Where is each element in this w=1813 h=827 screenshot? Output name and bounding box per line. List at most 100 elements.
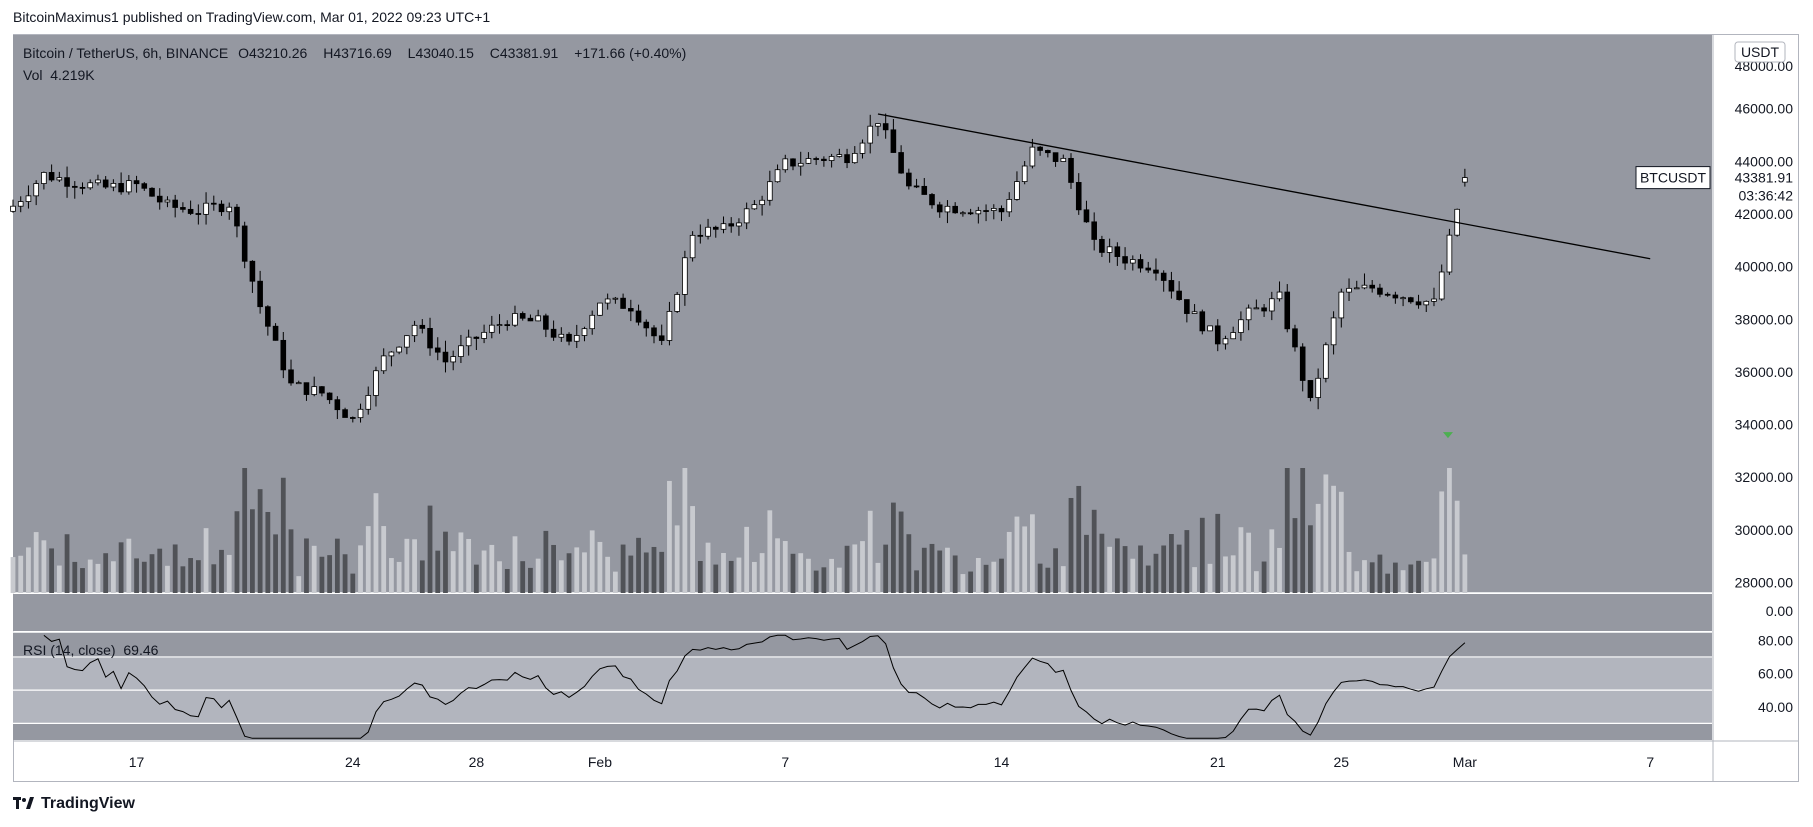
volume-bar bbox=[56, 565, 62, 593]
volume-bar bbox=[358, 545, 363, 593]
candle-body bbox=[960, 212, 966, 215]
volume-bar bbox=[721, 552, 726, 593]
volume-bar bbox=[80, 568, 85, 593]
candle-body bbox=[1299, 346, 1306, 381]
volume-bar bbox=[759, 553, 765, 593]
price-tick-label: 34000.00 bbox=[1735, 417, 1794, 433]
candle-body bbox=[17, 201, 24, 207]
volume-bar bbox=[636, 537, 641, 593]
volume-bar bbox=[1400, 570, 1406, 593]
candle-body bbox=[597, 302, 603, 316]
volume-bar bbox=[288, 529, 294, 593]
candle-body bbox=[1238, 319, 1244, 333]
candle-body bbox=[736, 222, 742, 227]
candle-body bbox=[944, 205, 951, 213]
candle-body bbox=[1153, 269, 1159, 274]
volume-bar bbox=[1447, 468, 1452, 593]
volume-bar bbox=[945, 547, 950, 593]
candle-body bbox=[782, 158, 789, 171]
candle-body bbox=[743, 208, 750, 224]
candle-body bbox=[1415, 301, 1422, 306]
candle-body bbox=[473, 336, 480, 339]
volume-bar bbox=[87, 559, 93, 593]
candle-body bbox=[998, 208, 1005, 213]
candle-body bbox=[697, 234, 704, 237]
volume-bar bbox=[1253, 571, 1259, 593]
candle-body bbox=[929, 194, 935, 206]
volume-bar bbox=[821, 567, 827, 593]
rsi-label: RSI (14, close) bbox=[23, 642, 116, 658]
candle-body bbox=[682, 257, 688, 295]
volume-bar bbox=[203, 528, 209, 593]
candle-body bbox=[898, 152, 904, 174]
price-tick-label: 32000.00 bbox=[1735, 469, 1794, 485]
candle-body bbox=[805, 158, 812, 164]
volume-bar bbox=[852, 544, 858, 593]
candle-body bbox=[666, 311, 673, 341]
candle-body bbox=[1230, 332, 1236, 340]
volume-bar bbox=[1060, 566, 1066, 593]
candle-body bbox=[1091, 221, 1097, 240]
candle-body bbox=[952, 205, 958, 214]
candle-body bbox=[1330, 317, 1337, 346]
volume-bar bbox=[473, 564, 479, 593]
volume-bar bbox=[1300, 468, 1306, 593]
ohlc-low: L43040.15 bbox=[407, 45, 474, 61]
symbol-tag-label: BTCUSDT bbox=[1640, 170, 1707, 186]
volume-bar bbox=[1369, 562, 1375, 593]
candle-body bbox=[1099, 239, 1105, 253]
candle-body bbox=[249, 260, 256, 282]
candle-body bbox=[1446, 234, 1453, 273]
volume-bar bbox=[458, 532, 464, 593]
candle-body bbox=[419, 324, 426, 329]
volume-bar bbox=[219, 549, 224, 593]
volume-value: 4.219K bbox=[50, 67, 95, 83]
rsi-legend: RSI (14, close) 69.46 bbox=[23, 642, 158, 658]
volume-bar bbox=[744, 526, 750, 593]
symbol-name[interactable]: Bitcoin / TetherUS, 6h, BINANCE bbox=[23, 45, 229, 61]
volume-bar bbox=[49, 548, 55, 593]
volume-bar bbox=[165, 565, 170, 593]
price-tick-label: 36000.00 bbox=[1735, 364, 1794, 380]
volume-bar bbox=[497, 561, 502, 593]
signal-marker-icon bbox=[1442, 432, 1453, 439]
footer-brand[interactable]: TradingView bbox=[13, 795, 135, 813]
candle-body bbox=[1021, 165, 1028, 183]
volume-bar bbox=[319, 556, 325, 593]
candle-body bbox=[1307, 380, 1314, 398]
time-tick-label: Feb bbox=[588, 754, 612, 770]
volume-bar bbox=[983, 564, 989, 593]
candle-body bbox=[936, 204, 943, 213]
candle-body bbox=[519, 313, 526, 319]
volume-bar bbox=[736, 557, 742, 593]
candle-body bbox=[1269, 298, 1275, 312]
volume-bar bbox=[906, 534, 912, 593]
trendline bbox=[877, 113, 1651, 260]
volume-bar bbox=[226, 554, 232, 593]
volume-bar bbox=[535, 558, 541, 593]
volume-bar bbox=[118, 542, 124, 593]
candle-body bbox=[859, 142, 866, 154]
candle-body bbox=[272, 325, 279, 341]
candle-body bbox=[844, 154, 850, 164]
volume-bar bbox=[1392, 562, 1398, 593]
volume-bar bbox=[937, 550, 943, 593]
candle-body bbox=[620, 297, 626, 309]
volume-bar bbox=[651, 546, 657, 593]
candle-body bbox=[25, 195, 32, 202]
candle-body bbox=[210, 202, 217, 205]
candle-body bbox=[821, 158, 827, 161]
volume-bar bbox=[921, 547, 927, 593]
candle-body bbox=[1052, 152, 1059, 162]
volume-bar bbox=[1230, 555, 1236, 593]
volume-bar bbox=[95, 563, 101, 593]
volume-bar bbox=[111, 561, 116, 593]
volume-bar bbox=[242, 468, 248, 593]
volume-bar bbox=[1346, 551, 1352, 593]
candle-body bbox=[1068, 157, 1074, 183]
volume-bar bbox=[41, 540, 47, 593]
time-tick-label: 24 bbox=[345, 754, 361, 770]
volume-bar bbox=[1045, 567, 1051, 593]
candle-body bbox=[1083, 209, 1090, 223]
